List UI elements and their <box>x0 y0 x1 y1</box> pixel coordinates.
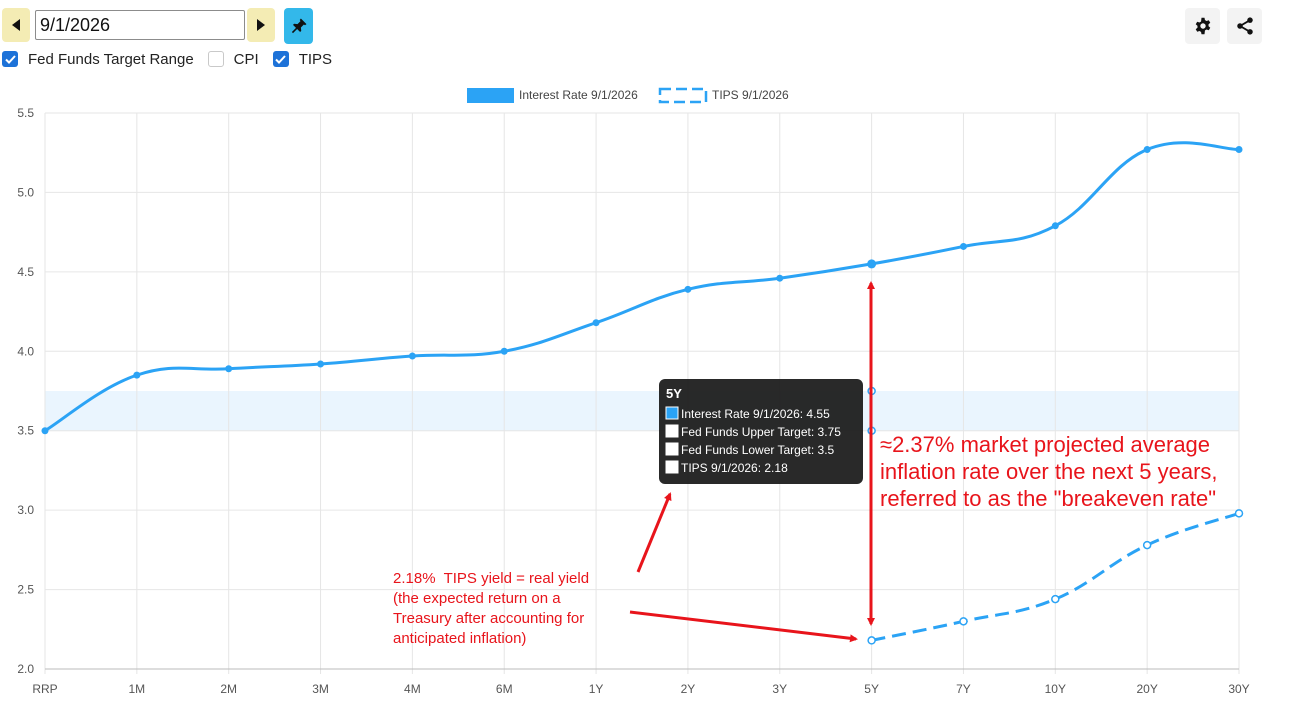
tips-annotation-line-2: (the expected return on a <box>393 590 561 607</box>
legend-swatch-tips[interactable] <box>658 87 708 104</box>
cpi-label: CPI <box>233 50 259 68</box>
toolbar: Fed Funds Target Range CPI TIPS <box>0 0 1296 90</box>
tips-point-arrow <box>629 610 858 643</box>
x-tick-label: 2M <box>220 682 237 696</box>
y-tick-label: 5.0 <box>17 185 34 199</box>
share-icon <box>1236 17 1253 35</box>
pin-button[interactable] <box>284 8 313 44</box>
interest-rate-point[interactable] <box>408 352 416 360</box>
series-toggles: Fed Funds Target Range CPI TIPS <box>2 49 346 69</box>
tooltip-swatch <box>665 442 679 456</box>
interest-rate-point[interactable] <box>225 365 233 373</box>
legend-label-interest-rate[interactable]: Interest Rate 9/1/2026 <box>519 88 638 102</box>
tooltip-box <box>659 379 863 484</box>
interest-rate-point[interactable] <box>592 319 600 327</box>
tooltip-title: 5Y <box>666 386 682 401</box>
tips-label: TIPS <box>298 50 333 68</box>
interest-rate-point[interactable] <box>133 371 141 379</box>
x-tick-label: 5Y <box>864 682 879 696</box>
x-tick-label: 1Y <box>589 682 604 696</box>
tips-checkbox[interactable] <box>272 51 289 67</box>
tips-point[interactable] <box>1234 509 1244 518</box>
checkmark-icon <box>275 54 286 64</box>
interest-rate-point[interactable] <box>41 427 49 435</box>
interest-rate-point[interactable] <box>317 360 325 368</box>
tips-point[interactable] <box>867 636 876 645</box>
breakeven-annotation-line-1: ≈2.37% market projected average <box>880 432 1210 457</box>
settings-button[interactable] <box>1185 8 1220 44</box>
y-tick-label: 3.0 <box>17 503 34 517</box>
tooltip-row-label: Fed Funds Lower Target: 3.5 <box>681 443 835 457</box>
x-tick-label: 7Y <box>956 682 971 696</box>
tooltip-swatch <box>665 460 679 474</box>
tooltip-row-label: Interest Rate 9/1/2026: 4.55 <box>681 407 830 421</box>
y-tick-label: 5.5 <box>17 106 34 120</box>
tips-line <box>871 511 1240 642</box>
fed-funds-target-band <box>45 391 1239 431</box>
annotations: ≈2.37% market projected average inflatio… <box>393 281 1218 647</box>
interest-rate-point[interactable] <box>959 242 967 250</box>
share-button[interactable] <box>1227 8 1262 44</box>
x-tick-label: RRP <box>32 682 57 696</box>
x-tick-label: 30Y <box>1228 682 1249 696</box>
x-tick-label: 6M <box>496 682 513 696</box>
y-tick-label: 3.5 <box>17 424 34 438</box>
tips-point[interactable] <box>1051 594 1060 604</box>
tooltip-swatch <box>665 406 679 420</box>
tips-point[interactable] <box>1142 540 1152 550</box>
next-date-button[interactable] <box>247 8 275 42</box>
x-tick-label: 20Y <box>1136 682 1157 696</box>
chart-tooltip: 5Y Interest Rate 9/1/2026: 4.55 Fed Funds… <box>659 379 863 484</box>
x-tick-label: 10Y <box>1045 682 1066 696</box>
x-tick-label: 3Y <box>772 682 787 696</box>
interest-rate-point[interactable] <box>1143 146 1151 154</box>
y-tick-label: 4.5 <box>17 265 34 279</box>
tips-point[interactable] <box>959 617 968 626</box>
tooltip-pointer-arrow <box>636 492 672 573</box>
interest-rate-point[interactable] <box>500 347 508 355</box>
legend-swatch-interest-rate[interactable] <box>467 88 514 103</box>
date-input[interactable] <box>35 10 245 40</box>
x-tick-label: 2Y <box>681 682 696 696</box>
tips-annotation-line-4: anticipated inflation) <box>393 630 526 647</box>
triangle-left-icon <box>12 19 20 31</box>
y-tick-label: 2.0 <box>17 662 34 676</box>
interest-rate-point[interactable] <box>1235 146 1243 154</box>
breakeven-annotation-line-2: inflation rate over the next 5 years, <box>880 459 1218 484</box>
y-tick-label: 4.0 <box>17 344 34 358</box>
legend-label-tips[interactable]: TIPS 9/1/2026 <box>712 88 789 102</box>
breakeven-annotation-line-3: referred to as the "breakeven rate" <box>880 486 1216 511</box>
x-tick-label: 4M <box>404 682 421 696</box>
tips-annotation-line-3: Treasury after accounting for <box>393 610 584 627</box>
pushpin-icon <box>291 18 306 34</box>
tooltip-row-label: TIPS 9/1/2026: 2.18 <box>681 461 788 475</box>
gear-icon <box>1195 17 1210 35</box>
chart-legend: Interest Rate 9/1/2026 TIPS 9/1/2026 <box>467 87 789 104</box>
x-tick-label: 3M <box>312 682 329 696</box>
interest-rate-point[interactable] <box>776 274 784 282</box>
previous-date-button[interactable] <box>2 8 30 42</box>
interest-rate-point[interactable] <box>1051 222 1059 230</box>
tooltip-swatch <box>665 424 679 438</box>
cpi-checkbox[interactable] <box>207 51 224 67</box>
y-tick-label: 2.5 <box>17 583 34 597</box>
interest-rate-line <box>44 141 1240 432</box>
triangle-right-icon <box>257 19 265 31</box>
fed-funds-label: Fed Funds Target Range <box>28 50 194 68</box>
fed-funds-checkbox[interactable] <box>2 51 18 67</box>
tooltip-row-label: Fed Funds Upper Target: 3.75 <box>681 425 841 439</box>
tips-annotation-line-1: 2.18% TIPS yield = real yield <box>393 570 589 587</box>
checkmark-icon <box>4 54 16 64</box>
x-tick-label: 1M <box>129 682 146 696</box>
interest-rate-point[interactable] <box>867 259 877 269</box>
interest-rate-point[interactable] <box>684 285 692 293</box>
